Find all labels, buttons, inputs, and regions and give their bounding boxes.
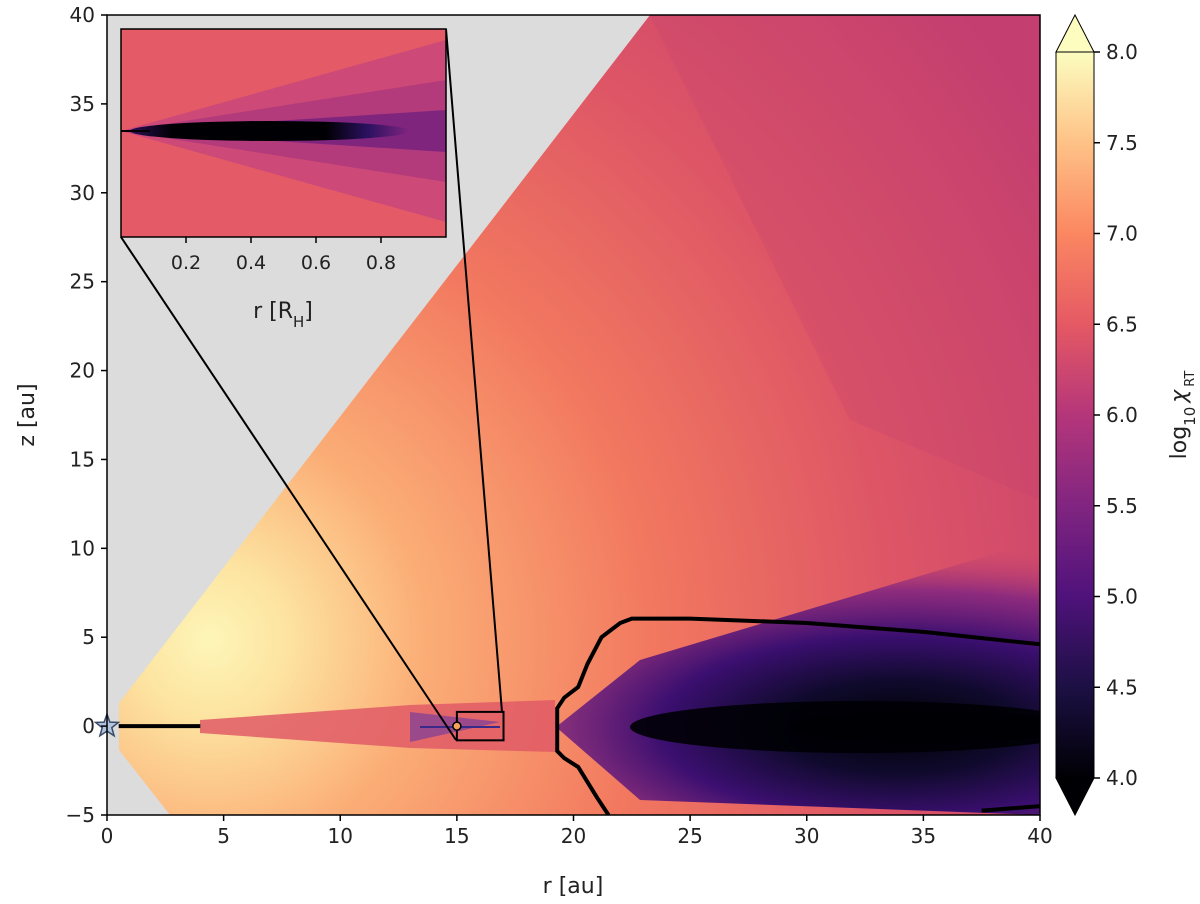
inset-x-tick-label: 0.2 [171, 252, 201, 274]
field-haze-upper [650, 15, 1040, 500]
zoom-connector-lower [120, 236, 457, 741]
zoom-connector-upper [445, 28, 503, 713]
colorbar-extend-bottom [1055, 777, 1095, 817]
colorbar-label-symbol: χ [1167, 389, 1192, 404]
inset-x-tick-label: 0.4 [236, 252, 266, 274]
y-tick-label: 20 [70, 359, 95, 383]
x-tick-label: 30 [794, 824, 819, 848]
inset-x-axis-label-sub: H [293, 313, 304, 331]
inset-x-ticks: 0.2 0.4 0.6 0.8 [171, 237, 396, 274]
y-tick-label: 25 [70, 270, 95, 294]
colorbar-body [1056, 52, 1094, 778]
colorbar-tick-label: 7.0 [1106, 222, 1138, 246]
y-tick-label: 35 [70, 92, 95, 116]
colorbar-label-sub2: RT [1183, 371, 1198, 387]
y-axis-ticks: −5 0 5 10 15 20 25 30 35 40 [66, 3, 107, 827]
inset-x-axis-label-end: ] [304, 299, 313, 324]
colorbar-tick-label: 4.0 [1106, 766, 1138, 790]
x-tick-label: 15 [444, 824, 469, 848]
colorbar-tick-label: 7.5 [1106, 131, 1138, 155]
x-tick-label: 10 [328, 824, 353, 848]
main-plot-area [107, 15, 1040, 815]
x-tick-label: 0 [101, 824, 114, 848]
x-tick-label: 35 [911, 824, 936, 848]
inner-disk-band [200, 700, 555, 752]
colorbar-label: log10χRT [1167, 371, 1199, 460]
y-tick-label: 10 [70, 536, 95, 560]
y-tick-label: −5 [66, 803, 95, 827]
x-axis-label: r [au] [543, 874, 604, 899]
y-tick-label: 15 [70, 447, 95, 471]
x-tick-label: 5 [217, 824, 230, 848]
colorbar-tick-label: 6.0 [1106, 403, 1138, 427]
outer-disk-wedge [556, 540, 1040, 815]
colorbar-ticks: 4.0 4.5 5.0 5.5 6.0 6.5 7.0 7.5 8.0 [1094, 40, 1138, 790]
colorbar-tick-label: 4.5 [1106, 675, 1138, 699]
x-tick-label: 40 [1027, 824, 1052, 848]
inset-plot-area [121, 29, 446, 237]
inset-x-tick-label: 0.8 [366, 252, 396, 274]
x-tick-label: 20 [561, 824, 586, 848]
inset-x-tick-label: 0.6 [301, 252, 331, 274]
colorbar: 4.04.55.05.56.06.57.07.58.0 log10χRT [1055, 13, 1199, 817]
inset-x-axis-label: r [RH] [253, 299, 313, 331]
colorbar-extend-top [1055, 13, 1095, 53]
inset-dark-core [130, 121, 410, 141]
y-tick-label: 40 [70, 3, 95, 27]
colorbar-tick-label: 6.5 [1106, 312, 1138, 336]
contour-line [555, 616, 1040, 815]
x-axis-ticks: 0 5 10 15 20 25 30 35 40 [101, 815, 1053, 848]
y-axis-label: z [au] [15, 383, 40, 446]
colorbar-label-sub: 10 [1181, 407, 1199, 426]
x-tick-label: 25 [677, 824, 702, 848]
colorbar-tick-label: 5.0 [1106, 585, 1138, 609]
planet-marker [452, 721, 462, 731]
contour-line-lower-right [981, 804, 1040, 813]
inset-axes-frame [120, 28, 447, 238]
y-tick-label: 30 [70, 181, 95, 205]
colorbar-tick-label: 8.0 [1106, 40, 1138, 64]
y-tick-label: 5 [82, 625, 95, 649]
colorbar-tick-label: 5.5 [1106, 494, 1138, 518]
y-tick-label: 0 [82, 714, 95, 738]
